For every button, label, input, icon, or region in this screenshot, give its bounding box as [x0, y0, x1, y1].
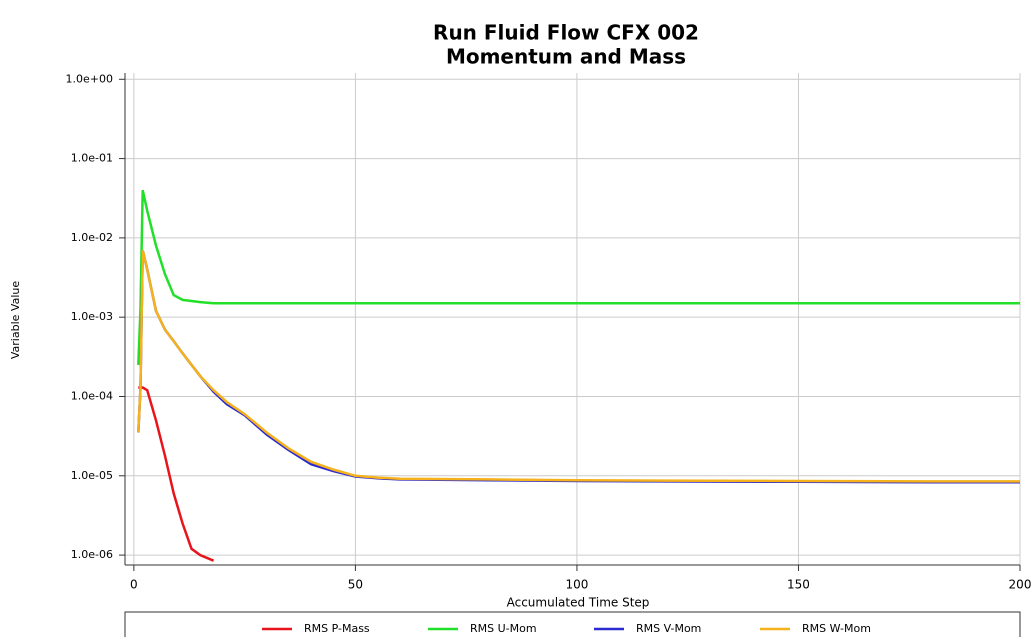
legend-box [124, 611, 1021, 637]
x-tick-label: 150 [787, 578, 810, 592]
y-tick-label: 1.0e-01 [71, 152, 113, 165]
plot-area [125, 73, 1020, 565]
x-axis-label: Accumulated Time Step [507, 596, 650, 610]
y-tick-label: 1.0e-02 [71, 231, 113, 244]
x-tick-label: 200 [1009, 578, 1031, 592]
x-tick-label: 50 [348, 578, 363, 592]
y-tick-label: 1.0e+00 [66, 72, 113, 85]
y-tick-label: 1.0e-03 [71, 310, 113, 323]
legend-label: RMS W-Mom [802, 622, 871, 635]
chart-title: Run Fluid Flow CFX 002 [433, 21, 699, 45]
series-line [138, 386, 215, 562]
legend-label: RMS V-Mom [636, 622, 701, 635]
series-line [137, 189, 1020, 365]
x-tick-label: 100 [565, 578, 588, 592]
y-axis-label: Variable Value [9, 281, 22, 359]
legend-label: RMS P-Mass [304, 622, 370, 635]
y-tick-label: 1.0e-05 [71, 469, 113, 482]
legend-label: RMS U-Mom [470, 622, 537, 635]
x-tick-label: 0 [130, 578, 138, 592]
series-line [137, 249, 1020, 483]
y-tick-label: 1.0e-04 [71, 389, 113, 402]
y-tick-label: 1.0e-06 [71, 548, 113, 561]
chart-subtitle: Momentum and Mass [446, 45, 686, 69]
